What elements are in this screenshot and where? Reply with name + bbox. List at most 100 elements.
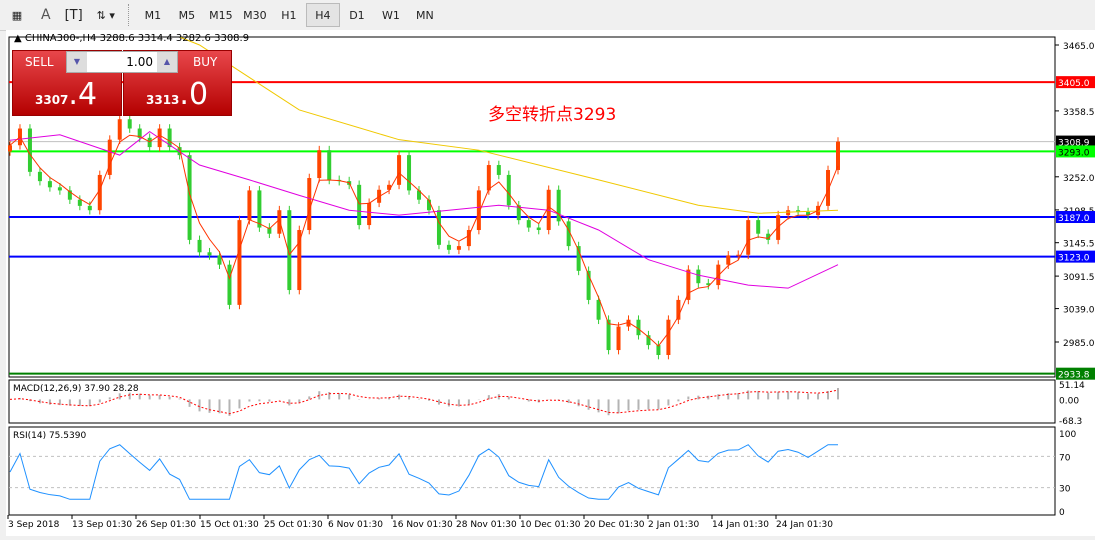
candle-body (466, 230, 471, 247)
rsi-line (9, 444, 838, 500)
volume-decrease-button[interactable]: ▼ (67, 52, 87, 72)
y-tick-label: 3145.5 (1063, 240, 1095, 250)
candle-body (67, 190, 72, 200)
x-tick-label: 2 Jan 01:30 (648, 520, 700, 530)
candle-body (407, 155, 412, 191)
y-tick-label: 2985.0 (1063, 339, 1095, 349)
x-tick-label: 13 Sep 01:30 (72, 520, 132, 530)
symbol-header: ▲ CHINA300-,H4 3288.6 3314.4 3282.6 3308… (14, 33, 250, 44)
candle-body (486, 165, 491, 191)
candle-body (107, 139, 112, 175)
candle-body (516, 205, 521, 221)
candle-body (646, 335, 651, 346)
candle-body (726, 255, 731, 265)
text-icon[interactable]: A (41, 7, 51, 23)
short-ma-line (9, 134, 839, 347)
sell-price-big: 3307 (35, 93, 69, 107)
timeframe-w1[interactable]: W1 (381, 8, 400, 22)
volume-stepper[interactable]: ▼ 1.00 ▲ (66, 51, 178, 73)
price-label-pivot: 3293.0 (1058, 148, 1090, 158)
volume-input[interactable]: 1.00 (87, 52, 157, 72)
timeframe-m5[interactable]: M5 (178, 8, 196, 22)
timeframe-d1[interactable]: D1 (349, 8, 365, 22)
timeframe-m15[interactable]: M15 (209, 8, 233, 22)
candle-body (446, 244, 451, 250)
sell-label: SELL (25, 55, 54, 69)
candle-body (636, 319, 641, 336)
y-tick-label: 3465.0 (1063, 42, 1095, 52)
price-label-bg (1056, 367, 1095, 380)
candle-body (616, 326, 621, 351)
candle-body (217, 255, 222, 265)
timeframe-mn[interactable]: MN (416, 8, 434, 22)
candle-body (716, 264, 721, 286)
timeframe-m1[interactable]: M1 (144, 8, 162, 22)
candle-body (696, 269, 701, 284)
candle-body (367, 202, 372, 226)
candle-body (706, 283, 711, 286)
candle-body (287, 210, 292, 291)
candle-body (237, 220, 242, 305)
candle-body (836, 141, 840, 170)
candle-body (686, 269, 691, 300)
timeframe-m30[interactable]: M30 (243, 8, 267, 22)
candle-body (307, 178, 312, 231)
candle-body (576, 246, 581, 271)
arrows-icon[interactable]: ⇅ ▾ (96, 8, 115, 22)
buy-price-small: .0 (179, 77, 209, 112)
chart-window[interactable]: 3465.03358.53252.03198.53145.53091.53039… (6, 30, 1095, 536)
buy-label: BUY (193, 55, 218, 69)
macd-frame (8, 379, 1056, 424)
price-label-support: 3187.0 (1058, 214, 1090, 224)
text-label-icon[interactable]: [T] (64, 7, 83, 23)
mid-ma-line (9, 131, 839, 289)
candle-body (676, 299, 681, 320)
candle-body (456, 246, 461, 250)
rsi-y-label: 100 (1059, 430, 1076, 440)
timeframe-h4[interactable]: H4 (305, 3, 340, 27)
candle-body (257, 190, 262, 228)
candle-body (556, 189, 561, 222)
candle-body (536, 227, 541, 231)
price-label-bg (1056, 76, 1095, 89)
separator (127, 4, 130, 26)
candle-body (97, 174, 102, 211)
candle-body (267, 227, 272, 234)
rsi-frame (8, 426, 1056, 516)
price-label-bg (1056, 135, 1095, 148)
candle-body (426, 199, 431, 211)
y-tick-label: 3091.5 (1063, 273, 1095, 283)
candle-body (77, 199, 82, 206)
timeframe-h1[interactable]: H1 (281, 8, 297, 22)
grid-icon[interactable]: ▦ (11, 8, 23, 22)
chart-annotation: 多空转折点3293 (488, 105, 617, 125)
candle-body (476, 190, 481, 231)
price-label-bg (1056, 250, 1095, 263)
macd-y-label: -68.3 (1059, 417, 1082, 427)
candle-body (147, 137, 152, 148)
candle-body (806, 212, 811, 216)
x-tick-label: 20 Dec 01:30 (584, 520, 645, 530)
candle-body (566, 221, 571, 247)
x-tick-label: 10 Dec 01:30 (520, 520, 581, 530)
candle-body (417, 190, 422, 200)
x-tick-label: 16 Nov 01:30 (392, 520, 453, 530)
volume-increase-button[interactable]: ▲ (157, 52, 177, 72)
candle-body (756, 220, 761, 234)
candle-body (586, 270, 591, 300)
price-label-support: 3123.0 (1058, 254, 1090, 264)
macd-title: MACD(12,26,9) 37.90 28.28 (13, 384, 139, 394)
candle-body (57, 187, 62, 191)
x-tick-label: 3 Sep 2018 (8, 520, 60, 530)
candle-body (227, 264, 232, 305)
rsi-title: RSI(14) 75.5390 (13, 431, 86, 441)
candle-body (357, 184, 362, 226)
buy-price-big: 3313 (146, 93, 180, 107)
candle-body (167, 128, 172, 148)
price-label-low: 2933.8 (1058, 371, 1090, 381)
rsi-y-label: 30 (1059, 485, 1071, 495)
candle-body (317, 150, 322, 179)
macd-y-label: 51.14 (1059, 381, 1085, 391)
candle-body (8, 145, 12, 152)
toolbar: ▦ A [T] ⇅ ▾ M1 M5 M15 M30 H1 H4 D1 W1 MN (0, 0, 1095, 31)
